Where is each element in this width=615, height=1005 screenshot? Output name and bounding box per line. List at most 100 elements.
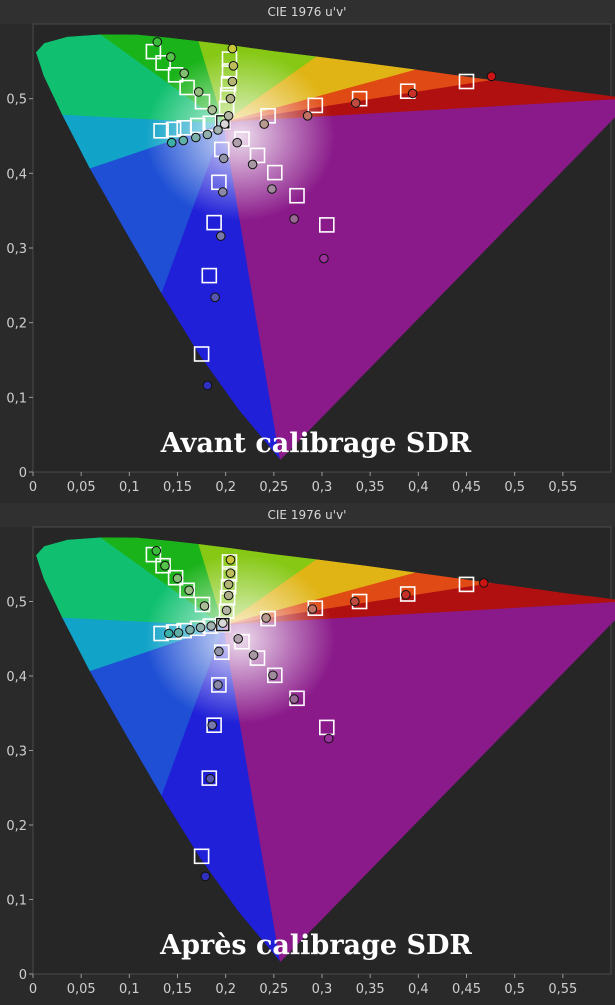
measurement-point	[207, 105, 217, 115]
title-bar	[0, 0, 615, 24]
y-tick-label: 0,2	[6, 819, 27, 834]
measurement-point	[213, 125, 223, 135]
x-tick-label: 0,1	[119, 480, 140, 495]
target-marker	[266, 164, 283, 181]
measurement-point	[195, 622, 206, 633]
measurement-point	[227, 76, 238, 87]
x-tick-label: 0,55	[548, 982, 577, 997]
measurement-point	[350, 596, 360, 607]
target-marker	[260, 610, 276, 627]
measurement-point	[184, 585, 194, 596]
y-tick-label: 0,2	[6, 317, 27, 332]
measurement-point	[259, 119, 270, 129]
measurement-point	[205, 774, 216, 784]
measurement-point	[228, 61, 239, 71]
x-tick-label: 0,45	[452, 480, 481, 495]
x-tick-label: 0,3	[312, 480, 333, 495]
measurement-point	[185, 625, 195, 635]
measurement-point	[172, 573, 183, 584]
chart-panel-before: CIE 1976 u'v' 0 0,05 0,1 0,15 0,2 0,25 0,3 0,35 0…	[0, 0, 615, 495]
measurement-point	[210, 292, 220, 303]
target-marker	[165, 121, 182, 138]
measurement-point	[289, 214, 299, 224]
target-marker	[179, 582, 195, 599]
measurement-point	[407, 88, 418, 99]
measurement-point	[218, 187, 228, 197]
measurement-point	[178, 135, 189, 146]
y-tick-label: 0,4	[6, 167, 27, 182]
x-tick-label: 0,15	[163, 480, 192, 495]
x-tick-label: 0	[29, 480, 37, 495]
measurement-point	[151, 546, 162, 556]
x-tick-label: 0,25	[259, 982, 288, 997]
y-tick-label: 0	[19, 968, 27, 983]
target-marker	[318, 217, 335, 233]
measurement-point	[350, 98, 361, 108]
x-tick-label: 0,15	[163, 982, 192, 997]
measurement-point	[319, 253, 329, 264]
annotation-label: Après calibrage SDR	[159, 930, 472, 961]
measurement-point	[213, 680, 223, 690]
chart-panel-after: CIE 1976 u'v' 0 0,05 0,1 0,15 0,2 0,25 0,3 0,35 0…	[0, 503, 615, 997]
target-marker	[155, 54, 171, 71]
target-marker	[193, 346, 210, 362]
x-tick-label: 0,1	[119, 982, 140, 997]
target-marker	[206, 717, 222, 734]
measurement-point	[307, 604, 318, 614]
measurement-point	[223, 579, 234, 590]
target-marker	[201, 267, 218, 284]
measurement-point	[214, 646, 224, 657]
measurement-point	[164, 628, 174, 639]
y-tick-label: 0,5	[6, 93, 27, 108]
measurement-point	[289, 694, 299, 704]
x-tick-label: 0,5	[504, 480, 525, 495]
measurement-point	[247, 159, 258, 170]
x-tick-label: 0,2	[215, 480, 236, 495]
x-tick-label: 0,05	[67, 982, 96, 997]
measurement-point	[207, 720, 217, 731]
measurement-point	[193, 87, 204, 97]
measurement-point	[200, 871, 211, 882]
x-tick-label: 0,2	[215, 982, 236, 997]
measurement-point	[268, 670, 278, 681]
x-tick-label: 0,4	[408, 480, 429, 495]
measurement-point	[323, 733, 334, 744]
measurement-point	[267, 184, 277, 194]
measurement-point	[225, 568, 236, 579]
target-marker	[153, 123, 169, 139]
target-marker	[266, 667, 283, 684]
target-marker	[201, 770, 218, 786]
x-tick-label: 0,5	[504, 982, 525, 997]
x-tick-label: 0,35	[356, 982, 385, 997]
target-marker	[167, 569, 184, 586]
y-tick-label: 0,5	[6, 596, 27, 611]
measurement-point	[179, 68, 189, 79]
x-tick-label: 0,35	[356, 480, 385, 495]
measurement-point	[221, 605, 232, 616]
measurement-point	[219, 119, 230, 129]
measurement-point	[225, 555, 236, 565]
x-tick-label: 0,25	[259, 480, 288, 495]
measurement-point	[227, 43, 238, 54]
y-tick-label: 0,3	[6, 242, 27, 257]
target-marker	[179, 79, 195, 96]
target-marker	[458, 576, 475, 593]
y-tick-label: 0,1	[6, 894, 27, 909]
measurement-point	[225, 93, 236, 104]
measurement-point	[261, 613, 271, 623]
y-tick-label: 0,4	[6, 670, 27, 685]
target-marker	[194, 596, 211, 613]
target-marker	[211, 677, 227, 693]
measurement-point	[486, 71, 497, 82]
x-tick-label: 0,55	[548, 480, 577, 495]
measurement-point	[223, 111, 234, 121]
measurement-point	[191, 132, 201, 143]
y-tick-label: 0,1	[6, 391, 27, 406]
annotation-label: Avant calibrage SDR	[160, 428, 472, 459]
spectral-locus-fill	[36, 34, 615, 460]
target-marker	[155, 557, 171, 574]
measurement-point	[202, 129, 213, 140]
target-marker	[399, 586, 416, 602]
measurement-point	[218, 618, 228, 628]
